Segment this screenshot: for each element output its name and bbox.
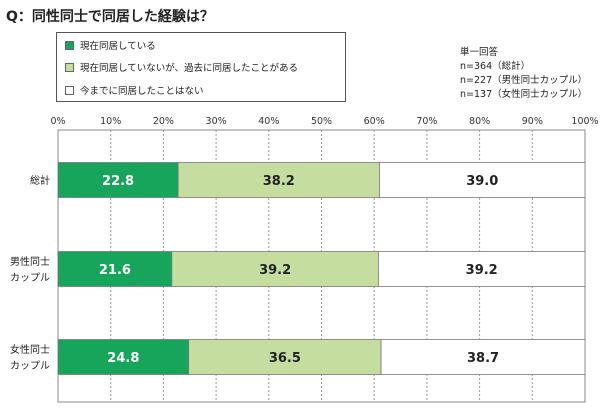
bar-segment xyxy=(380,339,586,375)
legend-item-past: 現在同居していないが、過去に同居したことがある xyxy=(65,60,298,74)
bar-value-label: 21.6 xyxy=(99,263,131,278)
x-tick-label: 70% xyxy=(416,116,437,127)
bar-value-label: 39.0 xyxy=(466,174,498,189)
note-line: 単一回答 xyxy=(460,47,499,58)
bar-value-label: 39.2 xyxy=(259,263,291,278)
legend-item-never: 今までに同居したことはない xyxy=(65,83,204,97)
bar-value-label: 22.8 xyxy=(102,174,134,189)
legend-swatch-past xyxy=(65,62,74,72)
category-label: 男性同士 xyxy=(10,255,50,268)
category-label: 総計 xyxy=(30,174,50,187)
category-label: 女性同士 xyxy=(10,343,50,356)
bar-segment xyxy=(378,251,586,287)
note-line: n=227（男性同士カップル） xyxy=(460,75,588,86)
bar-segment xyxy=(379,162,586,198)
legend-swatch-current xyxy=(65,40,74,50)
x-tick-label: 0% xyxy=(50,116,65,127)
bar-value-label: 36.5 xyxy=(269,351,301,366)
x-tick-label: 60% xyxy=(364,116,385,127)
legend-swatch-never xyxy=(65,85,74,95)
sample-note: 単一回答 n=364（総計） n=227（男性同士カップル） n=137（女性同… xyxy=(460,46,587,102)
bar-value-label: 38.7 xyxy=(467,351,499,366)
legend-label-never: 今までに同居したことはない xyxy=(80,86,204,97)
category-label: カップル xyxy=(10,272,50,284)
x-tick-label: 80% xyxy=(469,116,490,127)
bar-segment xyxy=(171,251,379,287)
x-tick-label: 30% xyxy=(206,116,227,127)
bar-segment xyxy=(177,162,380,198)
x-tick-label: 50% xyxy=(311,116,332,127)
note-line: n=364（総計） xyxy=(460,61,531,72)
bar-segment xyxy=(188,339,382,375)
bar-value-label: 38.2 xyxy=(263,174,295,189)
bar-value-label: 39.2 xyxy=(466,263,498,278)
x-tick-label: 100% xyxy=(571,116,598,127)
x-tick-label: 20% xyxy=(153,116,174,127)
legend-label-current: 現在同居している xyxy=(80,41,156,52)
legend-item-current: 現在同居している xyxy=(65,38,156,52)
legend-label-past: 現在同居していないが、過去に同居したことがある xyxy=(80,63,299,74)
x-tick-label: 40% xyxy=(258,116,279,127)
category-label: カップル xyxy=(10,360,50,372)
bar-segment xyxy=(57,162,179,198)
bar-segment xyxy=(57,339,190,375)
x-tick-label: 90% xyxy=(522,116,543,127)
bar-value-label: 24.8 xyxy=(107,351,139,366)
bar-segment xyxy=(57,251,173,287)
x-tick-label: 10% xyxy=(100,116,121,127)
chart-title: Q：同性同士で同居した経験は？ xyxy=(6,9,214,25)
note-line: n=137（女性同士カップル） xyxy=(460,89,588,100)
legend: 現在同居している 現在同居していないが、過去に同居したことがある 今までに同居し… xyxy=(56,32,346,102)
